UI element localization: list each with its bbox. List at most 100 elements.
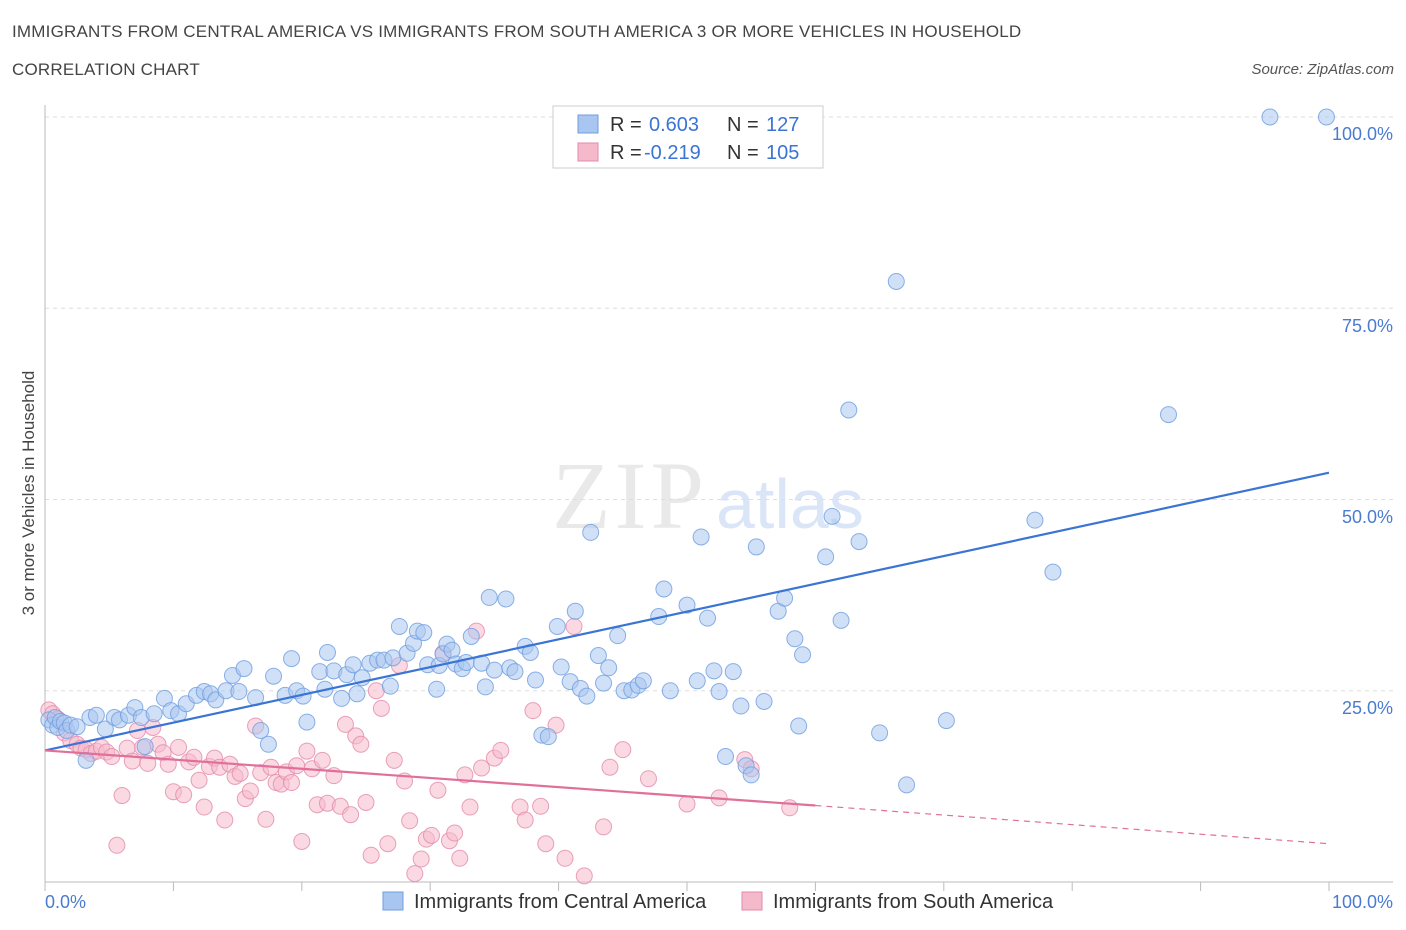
data-point-south-america — [532, 797, 550, 815]
data-point-south-america — [357, 793, 375, 811]
data-point-central-america — [145, 705, 163, 723]
data-point-south-america — [283, 774, 301, 792]
legend-r-label: R = — [610, 114, 642, 136]
data-point-south-america — [175, 786, 193, 804]
data-point-south-america — [385, 751, 403, 769]
correlation-legend: R = 0.603 N = 127 R = -0.219 N = 105 — [552, 105, 824, 169]
data-point-central-america — [732, 697, 750, 715]
data-point-south-america — [185, 748, 203, 766]
data-point-central-america — [298, 713, 316, 731]
watermark: ZIP atlas — [552, 442, 864, 549]
data-point-south-america — [565, 617, 583, 635]
legend-swatch-central-america — [382, 891, 404, 911]
data-point-central-america — [68, 718, 86, 736]
data-point-central-america — [578, 687, 596, 705]
legend-swatch-blue — [577, 114, 599, 134]
trend-line-south-america — [44, 749, 816, 807]
data-point-central-america — [717, 748, 735, 766]
data-point-central-america — [794, 646, 812, 664]
data-point-central-america — [348, 685, 366, 703]
x-tick-labels: 0.0% 100.0% — [45, 892, 1393, 912]
data-point-central-america — [552, 658, 570, 676]
data-point-south-america — [614, 741, 632, 759]
legend-n-value: 127 — [766, 114, 799, 136]
data-point-south-america — [367, 682, 385, 700]
data-point-south-america — [288, 757, 306, 775]
data-point-central-america — [87, 706, 105, 724]
chart-subtitle: CORRELATION CHART — [12, 60, 200, 79]
data-point-central-america — [235, 660, 253, 678]
data-point-central-america — [136, 738, 154, 756]
data-point-central-america — [311, 663, 329, 681]
data-point-central-america — [462, 627, 480, 645]
legend-n-label: N = — [727, 142, 759, 164]
data-point-south-america — [113, 787, 131, 805]
data-point-central-america — [1044, 563, 1062, 581]
x-tick-label-max: 100.0% — [1332, 892, 1393, 912]
data-point-central-america — [595, 674, 613, 692]
data-point-central-america — [688, 672, 706, 690]
data-point-south-america — [461, 798, 479, 816]
data-point-central-america — [937, 712, 955, 730]
data-point-south-america — [678, 795, 696, 813]
data-point-central-america — [705, 662, 723, 680]
data-point-south-america — [451, 849, 469, 867]
y-tick-label: 75.0% — [1342, 316, 1393, 336]
data-point-central-america — [634, 672, 652, 690]
data-point-south-america — [336, 715, 354, 733]
data-point-south-america — [195, 798, 213, 816]
data-point-central-america — [655, 580, 673, 598]
gridlines — [45, 116, 1393, 692]
trend-line-south-america-extension — [815, 804, 1330, 845]
y-tick-label: 100.0% — [1332, 124, 1393, 144]
legend-n-value: 105 — [766, 142, 799, 164]
data-point-central-america — [428, 680, 446, 698]
data-point-south-america — [446, 824, 464, 842]
data-point-central-america — [497, 590, 515, 608]
data-point-south-america — [216, 811, 234, 829]
data-point-south-america — [342, 806, 360, 824]
data-point-central-america — [1160, 406, 1177, 424]
data-point-central-america — [457, 653, 475, 671]
data-point-south-america — [241, 782, 259, 800]
data-point-central-america — [318, 644, 336, 661]
data-point-south-america — [456, 766, 474, 784]
data-point-central-america — [786, 630, 804, 648]
data-point-central-america — [661, 682, 679, 700]
trend-lines — [44, 471, 1330, 845]
data-point-central-america — [871, 724, 889, 742]
data-point-south-america — [372, 699, 390, 717]
x-tick-label-min: 0.0% — [45, 892, 86, 912]
data-point-central-america — [548, 617, 566, 635]
series-legend: Immigrants from Central America Immigran… — [382, 891, 1054, 913]
data-point-south-america — [362, 846, 380, 864]
chart-title: IMMIGRANTS FROM CENTRAL AMERICA VS IMMIG… — [12, 22, 1022, 41]
data-point-central-america — [724, 663, 742, 681]
data-point-central-america — [1026, 511, 1044, 529]
data-point-south-america — [556, 849, 574, 867]
watermark-atlas: atlas — [716, 465, 864, 543]
data-point-south-america — [473, 759, 491, 777]
data-point-south-america — [257, 810, 275, 828]
data-point-central-america — [790, 717, 808, 735]
legend-r-value: -0.219 — [644, 142, 701, 164]
data-point-south-america — [575, 867, 593, 885]
data-point-central-america — [887, 272, 905, 290]
data-point-south-america — [313, 751, 331, 769]
data-point-central-america — [390, 617, 408, 635]
data-point-central-america — [384, 649, 402, 667]
data-point-south-america — [524, 702, 542, 720]
data-point-central-america — [898, 776, 916, 794]
y-tick-labels: 25.0% 50.0% 75.0% 100.0% — [1332, 124, 1393, 718]
data-point-central-america — [850, 533, 868, 551]
data-point-central-america — [600, 659, 618, 677]
data-point-central-america — [817, 548, 835, 566]
legend-r-value: 0.603 — [649, 114, 699, 136]
data-point-central-america — [747, 538, 765, 556]
data-point-south-america — [639, 770, 657, 788]
data-point-central-america — [230, 683, 248, 701]
data-point-south-america — [231, 764, 249, 782]
data-point-central-america — [755, 692, 773, 710]
data-point-central-america — [1317, 108, 1335, 126]
